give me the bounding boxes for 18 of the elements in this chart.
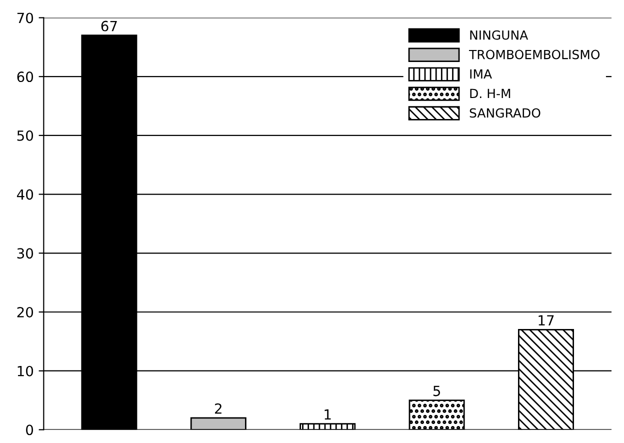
legend-label: SANGRADO — [470, 108, 540, 118]
y-tick-label: 30 — [17, 248, 34, 259]
legend-label: TROMBOEMBOLISMO — [468, 50, 600, 60]
data-label: 67 — [101, 20, 117, 32]
data-label: 5 — [433, 386, 440, 396]
legend-label: D. H-M — [470, 88, 510, 98]
y-tick-label: 20 — [17, 306, 34, 318]
data-label: 2 — [215, 403, 222, 414]
y-tick-label: 60 — [17, 72, 34, 82]
data-label: 1 — [324, 409, 331, 420]
y-tick-label: 10 — [18, 366, 34, 376]
y-tick-label: 70 — [17, 12, 34, 24]
y-tick-label: 40 — [16, 189, 34, 200]
y-tick-label: 50 — [17, 130, 34, 141]
y-tick-label: 0 — [26, 424, 34, 436]
legend-label: NINGUNA — [470, 30, 528, 40]
legend-label: IMA — [470, 69, 492, 79]
data-label: 17 — [538, 315, 554, 326]
